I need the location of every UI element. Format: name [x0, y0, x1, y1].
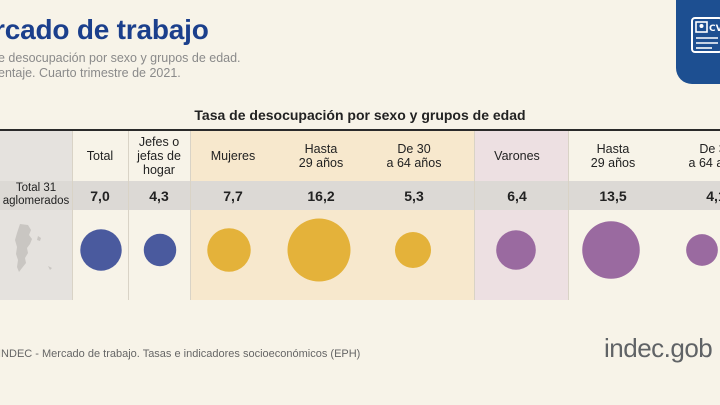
- bubble-1: [143, 233, 177, 267]
- subtitle-line-1: e desocupación por sexo y grupos de edad…: [0, 51, 241, 65]
- bubble-chart: [80, 218, 718, 282]
- column-header-label: Varones: [494, 149, 540, 163]
- chart-title: Tasa de desocupación por sexo y grupos d…: [194, 107, 526, 123]
- bubble-2: [207, 228, 251, 272]
- svg-text:CV: CV: [709, 24, 720, 34]
- column-header-label: Hasta 29 años: [298, 142, 344, 170]
- column-header-label: De 30 a 64 años: [386, 142, 442, 170]
- column-header-mujeres: Mujeres: [190, 131, 276, 181]
- column-header-mujeres-30-64: De 30 a 64 años: [366, 131, 462, 181]
- page-title: rcado de trabajo: [0, 14, 209, 45]
- column-header-mujeres-hasta-29: Hasta 29 años: [276, 131, 366, 181]
- data-label: 7,7: [223, 187, 243, 204]
- column-header-total: Total: [72, 131, 128, 181]
- data-label: 5,3: [404, 187, 424, 204]
- column-header-label: Total: [86, 149, 114, 163]
- cv-badge: CV: [676, 0, 720, 84]
- subtitle-line-2: entaje. Cuarto trimestre de 2021.: [0, 66, 181, 80]
- column-header-varones-hasta-29: Hasta 29 años: [568, 131, 658, 181]
- column-header-varones-30-64: De 30 a 64 años: [668, 131, 720, 181]
- argentina-map-icon: [15, 224, 52, 272]
- table-top-rule: [0, 129, 720, 131]
- column-divider: [128, 131, 129, 300]
- column-header-label: Jefes o jefas de hogar: [137, 135, 181, 177]
- data-label: 16,2: [307, 187, 335, 204]
- data-label: 4,3: [149, 187, 169, 204]
- varones-band: [474, 131, 568, 300]
- data-label: 7,0: [90, 187, 110, 204]
- column-header-label: Hasta 29 años: [590, 142, 636, 170]
- values-row: [0, 181, 720, 210]
- page-subtitle: e desocupación por sexo y grupos de edad…: [0, 51, 241, 81]
- column-divider: [474, 131, 475, 300]
- data-label: 13,5: [599, 187, 627, 204]
- bubble-3: [287, 218, 351, 282]
- column-divider: [568, 131, 569, 300]
- bubble-6: [582, 221, 640, 279]
- indec-logo: indec.gob: [604, 333, 713, 363]
- row-label: Total 31 aglomerados: [2, 182, 70, 207]
- bubble-7: [686, 234, 718, 266]
- data-label: 6,4: [507, 187, 527, 204]
- column-header-varones: Varones: [474, 131, 560, 181]
- source-note: INDEC - Mercado de trabajo. Tasas e indi…: [0, 348, 361, 360]
- column-divider: [190, 131, 191, 300]
- bubble-0: [80, 229, 122, 271]
- bubble-5: [496, 230, 536, 270]
- row-label-cell: [0, 131, 72, 300]
- column-divider: [72, 131, 73, 300]
- cv-document-icon: CV: [691, 17, 720, 53]
- column-header-jefes: Jefes o jefas de hogar: [128, 131, 190, 181]
- column-header-label: Mujeres: [210, 149, 256, 163]
- bubble-4: [394, 231, 432, 269]
- data-label: 4,1: [706, 187, 720, 204]
- column-header-label: De 30 a 64 años: [688, 142, 720, 170]
